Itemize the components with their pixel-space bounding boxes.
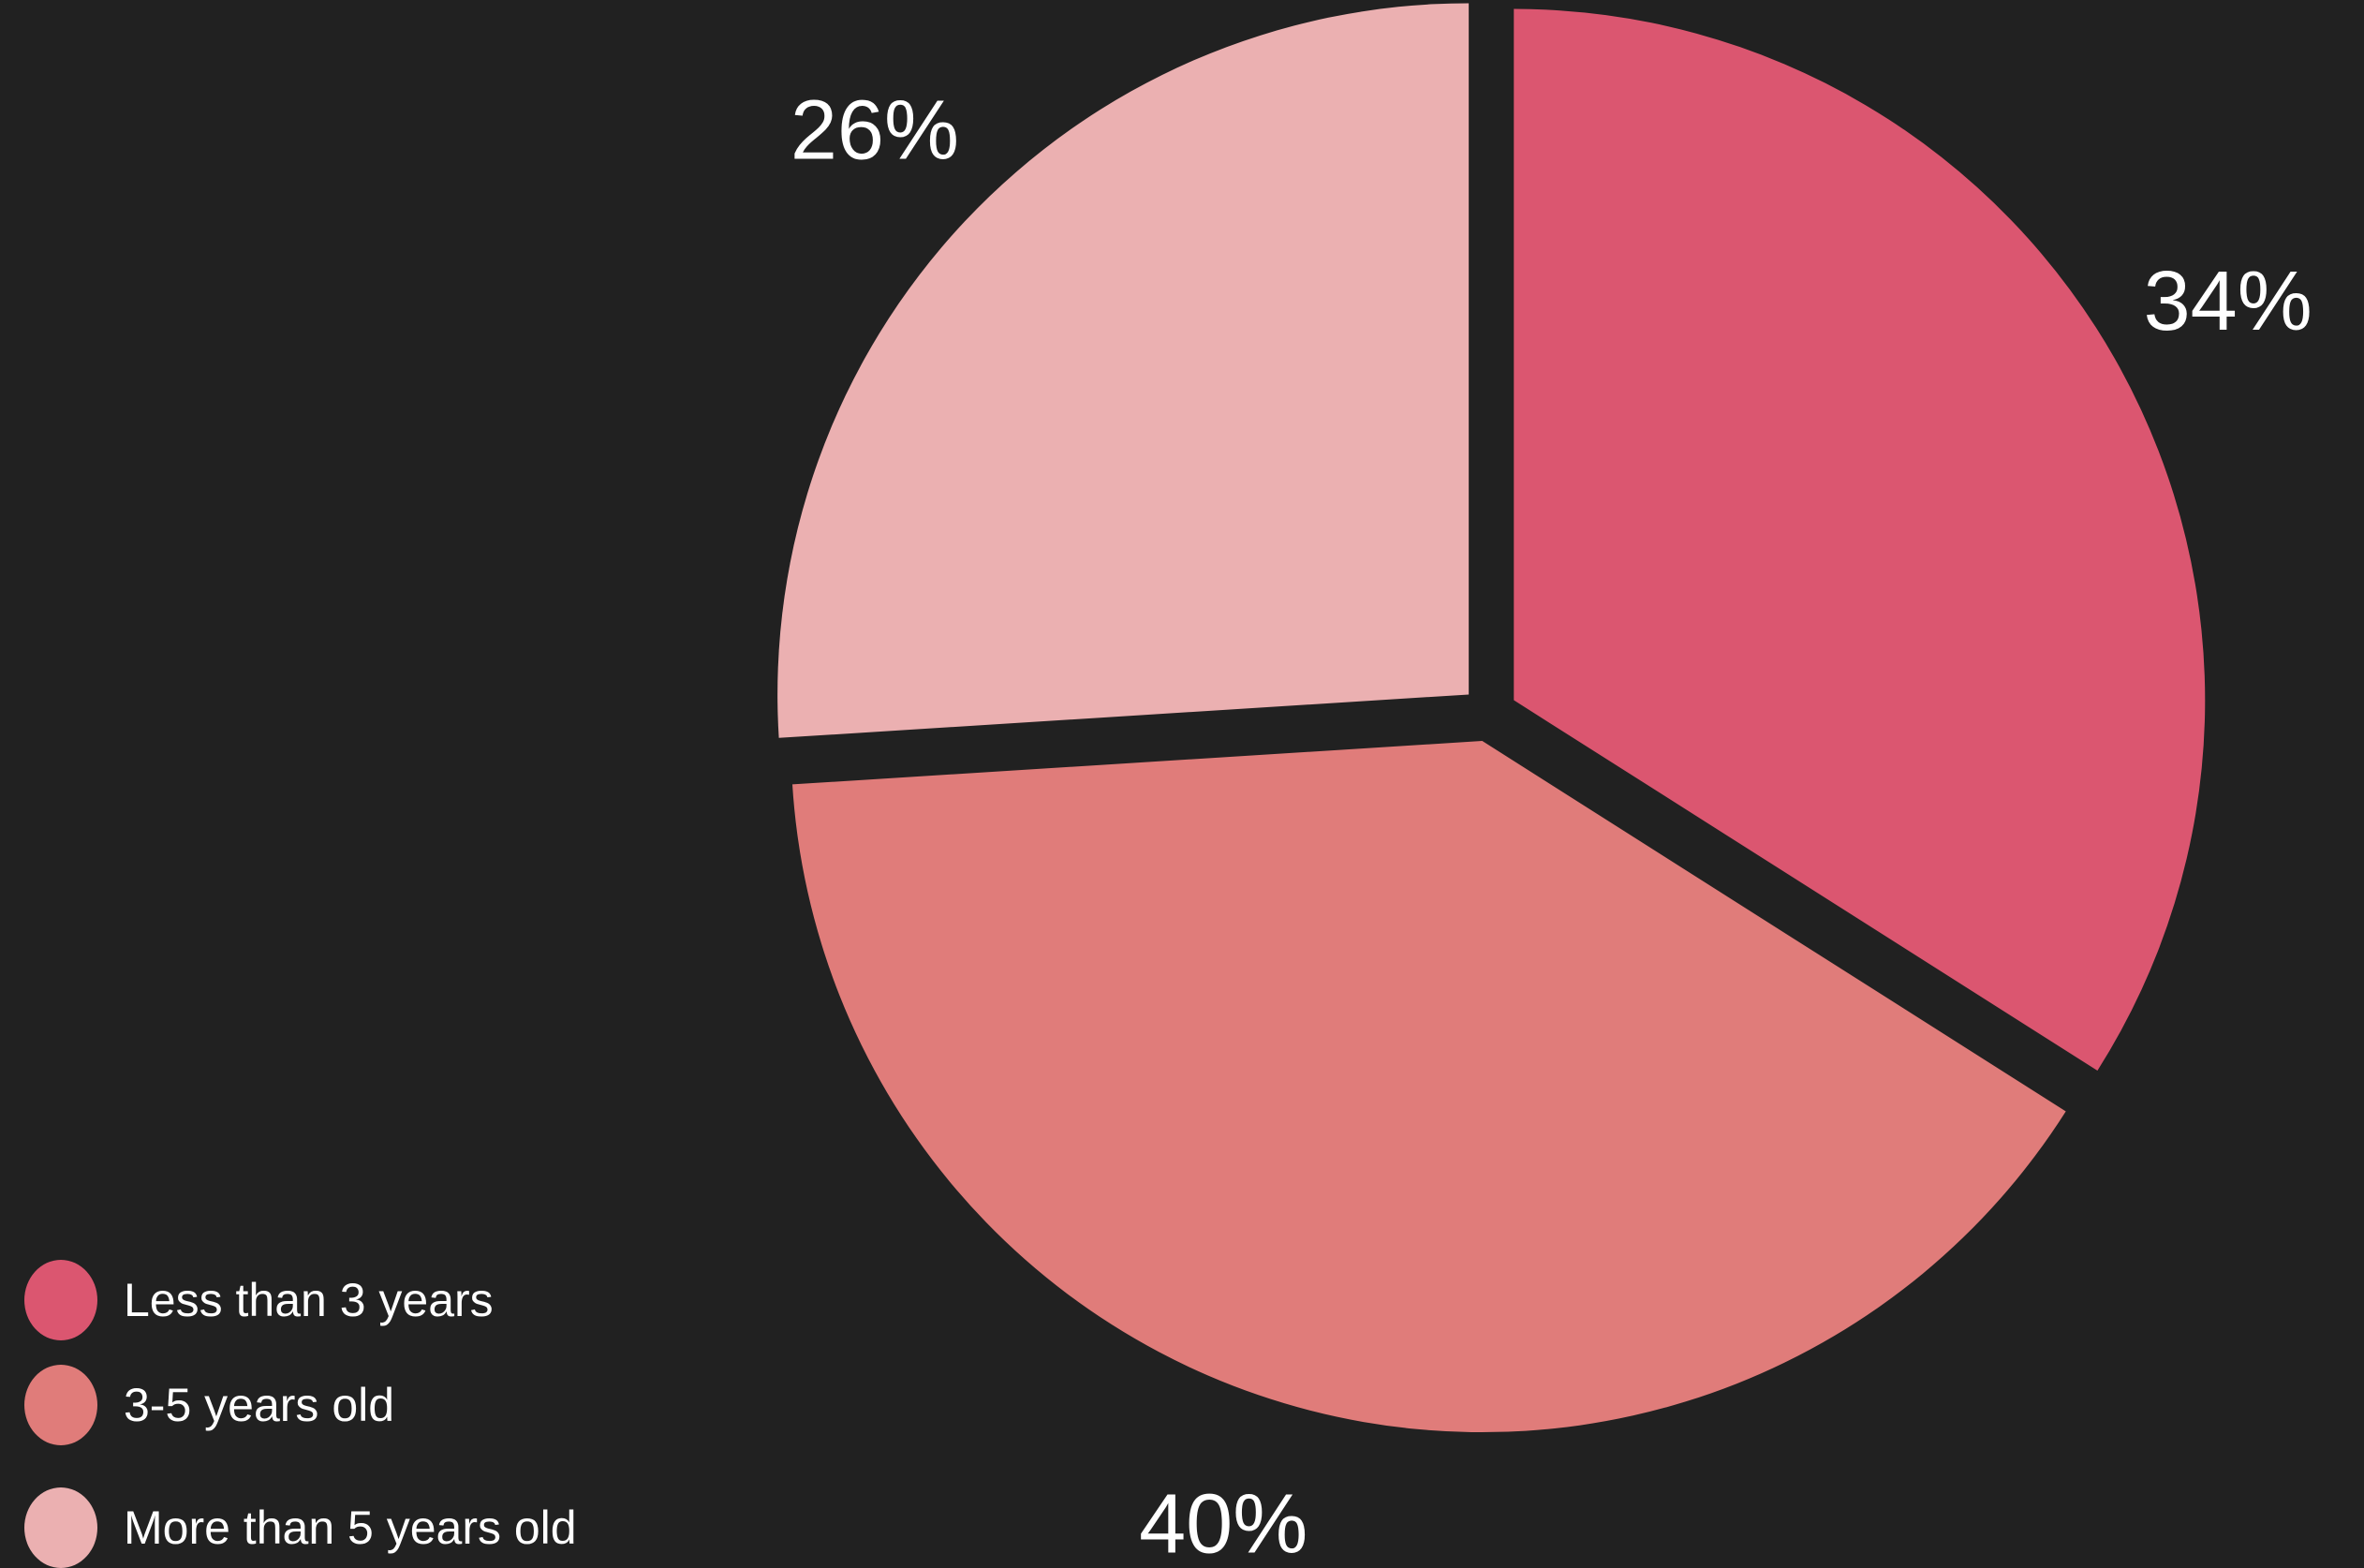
legend-swatch (24, 1260, 97, 1340)
pie-slices (777, 3, 2206, 1433)
legend-label: More than 5 years old (124, 1501, 577, 1554)
legend-swatch (24, 1487, 97, 1568)
pie-slice-value-label: 34% (2144, 255, 2312, 348)
legend-item-less-than-3-years: Less than 3 years (24, 1260, 494, 1340)
pie-slice-less-than-3-years (1514, 8, 2206, 1071)
legend-item-3-5-years-old: 3-5 years old (24, 1365, 394, 1445)
legend-swatch (24, 1365, 97, 1445)
legend-item-more-than-5-years-old: More than 5 years old (24, 1487, 577, 1568)
pie-slice-value-label: 26% (790, 84, 959, 178)
legend-label: Less than 3 years (124, 1274, 494, 1326)
pie-slice-value-label: 40% (1139, 1478, 1308, 1568)
pie-slice-labels: 34% 40% 26% (790, 84, 2312, 1568)
legend-label: 3-5 years old (124, 1379, 395, 1431)
pie-slice-more-than-5-years-old (777, 3, 1470, 738)
pie-slice-3-5-years-old (791, 741, 2066, 1433)
